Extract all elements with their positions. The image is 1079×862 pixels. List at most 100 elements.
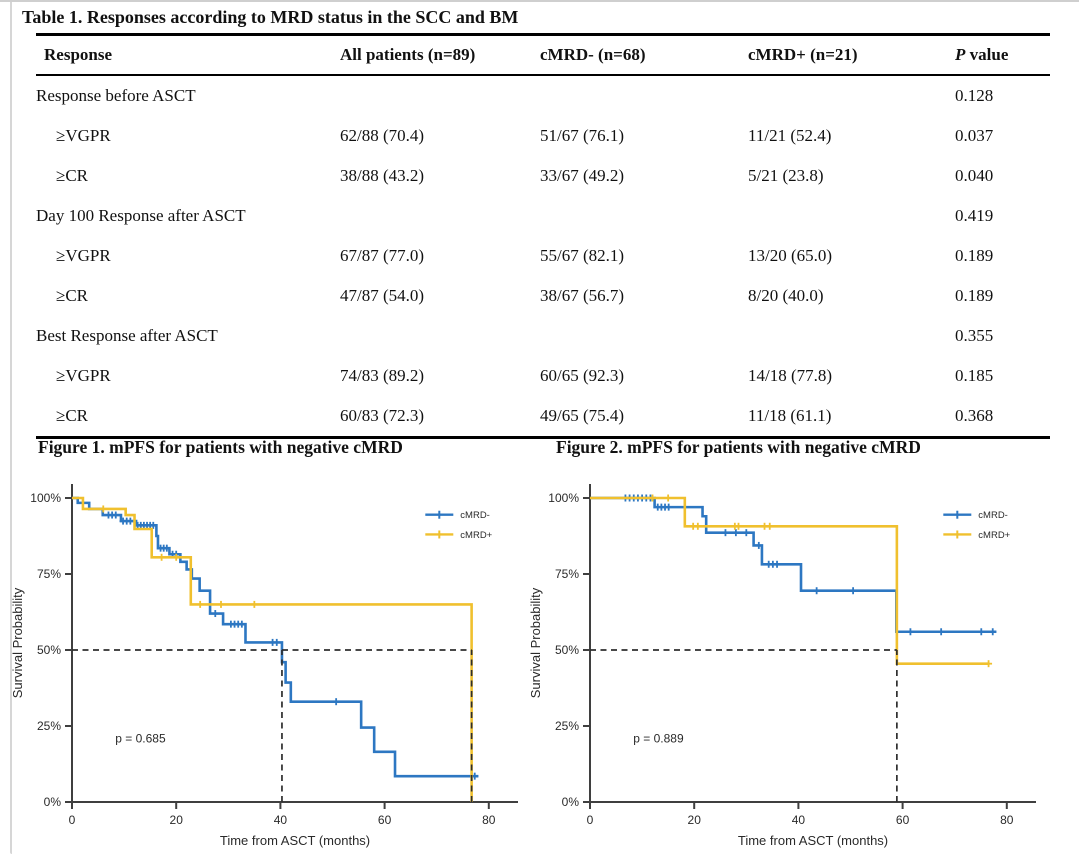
row-label: Best Response after ASCT: [36, 326, 218, 345]
x-tick-label: 20: [170, 813, 184, 827]
cell-r1-c4: 0.037: [955, 126, 994, 145]
cell-r8-c1: 60/83 (72.3): [340, 406, 425, 425]
cell-r5-c1: 47/87 (54.0): [340, 286, 425, 305]
p-value-label: p = 0.889: [633, 732, 684, 746]
cell-r7-c1: 74/83 (89.2): [340, 366, 425, 385]
cell-r7-c4: 0.185: [955, 366, 994, 385]
km-curve-cmrd: [590, 496, 997, 634]
cell-r2-c3: 5/21 (23.8): [748, 166, 824, 185]
y-tick-label: 25%: [555, 719, 579, 733]
cell-r7-c2: 60/65 (92.3): [540, 366, 625, 385]
page-top-edge: [0, 0, 1079, 2]
column-header-1: All patients (n=89): [340, 34, 540, 76]
cell-r5-c4: 0.189: [955, 286, 994, 305]
x-tick-label: 0: [587, 813, 594, 827]
column-header-3: cMRD+ (n=21): [748, 34, 955, 76]
y-tick-label: 100%: [548, 491, 579, 505]
cell-r5-c2: 38/67 (56.7): [540, 286, 625, 305]
y-axis-label: Survival Probability: [10, 587, 25, 698]
x-axis-label: Time from ASCT (months): [738, 833, 888, 848]
table-row-5: ≥CR 47/87 (54.0) 38/67 (56.7) 8/20 (40.0) 0.…: [36, 276, 1050, 316]
row-label: Day 100 Response after ASCT: [36, 206, 246, 225]
column-header-0: Response: [36, 34, 340, 76]
cell-r4-c4: 0.189: [955, 246, 994, 265]
row-label: ≥CR: [56, 166, 89, 185]
results-table: Response All patients (n=89) cMRD- (n=68) c…: [36, 33, 1050, 439]
cell-r0-c4: 0.128: [955, 86, 994, 105]
x-tick-label: 80: [1000, 813, 1014, 827]
column-header-4: P value: [955, 34, 1050, 76]
row-label: ≥VGPR: [56, 246, 111, 265]
table-row-2: ≥CR 38/88 (43.2) 33/67 (49.2) 5/21 (23.8) 0.…: [36, 156, 1050, 196]
table-row-1: ≥VGPR 62/88 (70.4) 51/67 (76.1) 11/21 (52.4…: [36, 116, 1050, 156]
cell-r2-c2: 33/67 (49.2): [540, 166, 625, 185]
x-tick-label: 40: [274, 813, 288, 827]
figure-1-title: Figure 1. mPFS for patients with negativ…: [38, 437, 403, 457]
table-row-0: Response before ASCT 0.128: [36, 75, 1050, 116]
cell-r6-c4: 0.355: [955, 326, 994, 345]
figure-1-chart: 0% 25% 50% 75% 100% 0 20 40 60 80 Time from ASCT (…: [10, 484, 518, 848]
x-tick-label: 60: [378, 813, 392, 827]
legend-label: cMRD-: [978, 510, 1008, 521]
x-axis-label: Time from ASCT (months): [220, 833, 370, 848]
table-header-row: Response All patients (n=89) cMRD- (n=68) c…: [36, 34, 1050, 76]
cell-r3-c1: [340, 196, 540, 236]
cell-r3-c2: [540, 196, 748, 236]
cell-r2-c1: 38/88 (43.2): [340, 166, 425, 185]
table-row-4: ≥VGPR 67/87 (77.0) 55/67 (82.1) 13/20 (65.0…: [36, 236, 1050, 276]
cell-r1-c3: 11/21 (52.4): [748, 126, 832, 145]
table-row-3: Day 100 Response after ASCT 0.419: [36, 196, 1050, 236]
p-value-label: p = 0.685: [115, 732, 166, 746]
cell-r4-c1: 67/87 (77.0): [340, 246, 425, 265]
cell-r8-c2: 49/65 (75.4): [540, 406, 625, 425]
row-label: Response before ASCT: [36, 86, 196, 105]
cell-r6-c1: [340, 316, 540, 356]
km-curve-cmrd: [72, 496, 473, 802]
x-tick-label: 20: [688, 813, 702, 827]
y-axis-label: Survival Probability: [528, 587, 543, 698]
cell-r7-c3: 14/18 (77.8): [748, 366, 833, 385]
legend-label: cMRD+: [978, 530, 1010, 541]
cell-r4-c3: 13/20 (65.0): [748, 246, 833, 265]
y-tick-label: 0%: [562, 795, 580, 809]
cell-r0-c1: [340, 75, 540, 116]
cell-r5-c3: 8/20 (40.0): [748, 286, 824, 305]
y-tick-label: 75%: [555, 567, 579, 581]
cell-r6-c3: [748, 316, 955, 356]
cell-r8-c3: 11/18 (61.1): [748, 406, 832, 425]
x-tick-label: 60: [896, 813, 910, 827]
legend-label: cMRD+: [460, 530, 492, 541]
figure-2-title: Figure 2. mPFS for patients with negativ…: [556, 437, 921, 457]
cell-r2-c4: 0.040: [955, 166, 994, 185]
cell-r6-c2: [540, 316, 748, 356]
table-title: Table 1. Responses according to MRD stat…: [22, 7, 519, 27]
cell-r0-c2: [540, 75, 748, 116]
cell-r1-c1: 62/88 (70.4): [340, 126, 425, 145]
y-tick-label: 0%: [44, 795, 62, 809]
x-tick-label: 40: [792, 813, 806, 827]
page-left-edge: [10, 2, 12, 854]
row-label: ≥CR: [56, 406, 89, 425]
cell-r0-c3: [748, 75, 955, 116]
x-tick-label: 0: [69, 813, 76, 827]
y-tick-label: 25%: [37, 719, 61, 733]
x-tick-label: 80: [482, 813, 496, 827]
row-label: ≥VGPR: [56, 366, 111, 385]
y-tick-label: 75%: [37, 567, 61, 581]
column-header-2: cMRD- (n=68): [540, 34, 748, 76]
cell-r3-c3: [748, 196, 955, 236]
row-label: ≥CR: [56, 286, 89, 305]
figure-2: Figure 2. mPFS for patients with negativ…: [526, 436, 1058, 860]
cell-r1-c2: 51/67 (76.1): [540, 126, 625, 145]
table-row-8: ≥CR 60/83 (72.3) 49/65 (75.4) 11/18 (61.1) 0…: [36, 396, 1050, 438]
y-tick-label: 50%: [37, 643, 61, 657]
y-tick-label: 50%: [555, 643, 579, 657]
cell-r4-c2: 55/67 (82.1): [540, 246, 625, 265]
figure-1: Figure 1. mPFS for patients with negativ…: [8, 436, 540, 860]
y-tick-label: 100%: [30, 491, 61, 505]
table-row-7: ≥VGPR 74/83 (89.2) 60/65 (92.3) 14/18 (77.8…: [36, 356, 1050, 396]
cell-r8-c4: 0.368: [955, 406, 994, 425]
km-curve-cmrd: [590, 496, 990, 665]
row-label: ≥VGPR: [56, 126, 111, 145]
cell-r3-c4: 0.419: [955, 206, 994, 225]
